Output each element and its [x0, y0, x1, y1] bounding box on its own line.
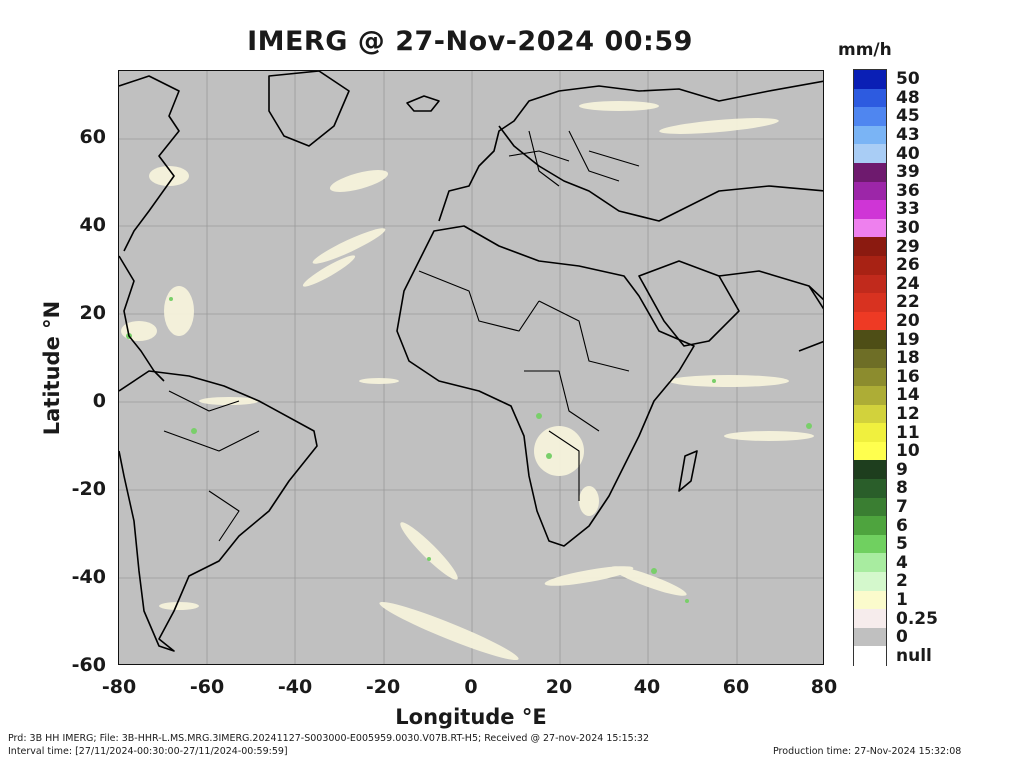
- y-tick-label: -60: [71, 654, 106, 676]
- x-tick-label: -20: [365, 676, 401, 698]
- colorbar-label: 0: [896, 627, 908, 648]
- x-tick-label: -60: [189, 676, 225, 698]
- y-axis-label: Latitude °N: [40, 300, 64, 436]
- colorbar-label: 5: [896, 534, 908, 555]
- colorbar-swatch: [854, 386, 886, 406]
- colorbar-swatch: [854, 255, 886, 276]
- x-tick-label: 20: [545, 676, 573, 698]
- colorbar-swatch: [854, 479, 886, 499]
- colorbar-label: 1: [896, 589, 908, 610]
- colorbar-label: 33: [896, 199, 920, 220]
- colorbar-swatch: [854, 348, 886, 368]
- colorbar-swatch: [854, 237, 886, 257]
- x-tick-label: -40: [277, 676, 313, 698]
- colorbar-swatch: [854, 441, 886, 461]
- colorbar-label: 40: [896, 143, 920, 164]
- colorbar-swatch: [854, 70, 886, 90]
- colorbar-label: 18: [896, 348, 920, 369]
- colorbar-label: 19: [896, 329, 920, 350]
- colorbar-swatch: [854, 553, 886, 573]
- footer-interval-time: Interval time: [27/11/2024-00:30:00-27/1…: [8, 746, 288, 757]
- x-axis-label: Longitude °E: [395, 705, 547, 729]
- x-tick-label: 60: [722, 676, 750, 698]
- colorbar-label: 50: [896, 69, 920, 90]
- colorbar-label: 9: [896, 459, 908, 480]
- colorbar-swatch: [854, 460, 886, 480]
- map-title: IMERG @ 27-Nov-2024 00:59: [247, 26, 693, 57]
- colorbar-swatch: [854, 404, 886, 424]
- colorbar-swatch: [854, 293, 886, 313]
- colorbar-unit: mm/h: [838, 40, 892, 60]
- colorbar-swatch: [854, 572, 886, 592]
- colorbar-swatch: [854, 516, 886, 536]
- colorbar-swatch: [854, 423, 886, 443]
- colorbar-swatch: [854, 107, 886, 127]
- colorbar-label: null: [896, 645, 932, 666]
- coastlines: [119, 71, 823, 652]
- y-tick-label: 60: [79, 126, 106, 148]
- colorbar-swatch: [854, 162, 886, 183]
- colorbar: [853, 69, 887, 666]
- colorbar-label: 30: [896, 218, 920, 239]
- colorbar-label: 11: [896, 422, 920, 443]
- colorbar-label: 43: [896, 125, 920, 146]
- colorbar-swatch: [854, 367, 886, 387]
- colorbar-label: 29: [896, 236, 920, 257]
- colorbar-label: 2: [896, 571, 908, 592]
- map-canvas: [119, 71, 823, 664]
- y-tick-label: 20: [79, 302, 106, 324]
- colorbar-swatch: [854, 125, 886, 145]
- colorbar-swatch: [854, 627, 886, 647]
- y-tick-label: -40: [71, 566, 106, 588]
- colorbar-label: 26: [896, 255, 920, 276]
- colorbar-swatch: [854, 590, 886, 610]
- colorbar-label: 14: [896, 385, 920, 406]
- colorbar-label: 12: [896, 403, 920, 424]
- colorbar-swatch: [854, 311, 886, 331]
- colorbar-label: 4: [896, 552, 908, 573]
- colorbar-swatch: [854, 181, 886, 201]
- footer-production-time: Production time: 27-Nov-2024 15:32:08: [773, 746, 962, 757]
- colorbar-swatch: [854, 200, 886, 220]
- colorbar-label: 36: [896, 180, 920, 201]
- colorbar-label: 16: [896, 366, 920, 387]
- graticule: [119, 71, 823, 664]
- colorbar-swatch: [854, 274, 886, 294]
- map-plot-area: [118, 70, 824, 665]
- colorbar-label: 7: [896, 496, 908, 517]
- colorbar-swatch: [854, 330, 886, 350]
- colorbar-swatch: [854, 497, 886, 517]
- colorbar-label: 10: [896, 441, 920, 462]
- x-tick-label: 40: [633, 676, 661, 698]
- x-tick-label: -80: [101, 676, 137, 698]
- colorbar-swatch: [854, 534, 886, 554]
- footer-product-info: Prd: 3B HH IMERG; File: 3B-HHR-L.MS.MRG.…: [8, 733, 649, 744]
- colorbar-label: 48: [896, 87, 920, 108]
- colorbar-swatch: [854, 609, 886, 629]
- colorbar-label: 20: [896, 311, 920, 332]
- colorbar-label: 39: [896, 162, 920, 183]
- colorbar-label: 0.25: [896, 608, 938, 629]
- colorbar-swatch: [854, 144, 886, 164]
- precipitation-moderate: [126, 297, 812, 603]
- x-tick-label: 80: [810, 676, 838, 698]
- colorbar-swatch: [854, 218, 886, 238]
- colorbar-swatch: [854, 646, 886, 666]
- x-tick-label: 0: [464, 676, 478, 698]
- colorbar-label: 22: [896, 292, 920, 313]
- colorbar-swatch: [854, 88, 886, 108]
- y-tick-label: 40: [79, 214, 106, 236]
- colorbar-label: 24: [896, 273, 920, 294]
- colorbar-label: 8: [896, 478, 908, 499]
- precipitation-light: [121, 101, 814, 661]
- colorbar-label: 6: [896, 515, 908, 536]
- y-tick-label: 0: [92, 390, 106, 412]
- colorbar-label: 45: [896, 106, 920, 127]
- y-tick-label: -20: [71, 478, 106, 500]
